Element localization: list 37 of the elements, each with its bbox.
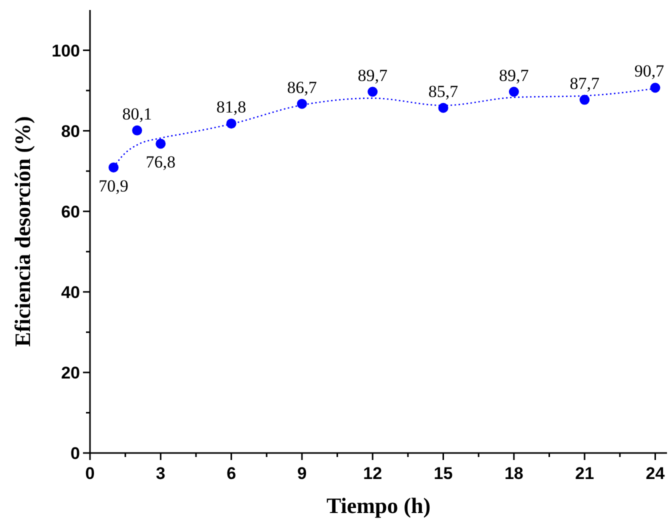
x-tick-label: 6 [226,464,236,483]
data-label: 87,7 [570,74,600,93]
y-tick-label: 0 [70,444,80,463]
data-label: 86,7 [287,78,318,97]
point [508,86,519,97]
point [156,138,166,149]
y-tick-label: 40 [61,282,80,302]
x-tick-label: 0 [85,464,95,483]
data-label: 80,1 [122,104,152,124]
point [368,86,378,97]
point [438,102,448,113]
x-tick-label: 12 [363,464,382,483]
data-label: 89,7 [499,66,530,85]
y-tick-label: 60 [61,202,80,222]
y-tick-label: 80 [61,122,80,141]
x-tick-label: 24 [646,464,666,483]
x-tick-label: 21 [575,464,594,483]
point [108,162,119,172]
point [650,82,660,93]
x-tick-label: 3 [156,464,166,483]
data-label: 89,7 [358,66,388,85]
x-tick-label: 9 [297,464,307,483]
point [226,118,236,129]
y-axis-title: Eficiencia desorción (%) [10,116,35,347]
data-label: 90,7 [634,62,665,81]
data-label: 76,8 [146,152,176,172]
y-tick-label: 100 [52,41,80,60]
point [132,125,142,136]
y-tick-label: 20 [61,363,80,382]
data-label: 85,7 [428,82,459,101]
x-tick-label: 18 [504,464,524,483]
data-label: 70,9 [98,176,128,196]
x-tick-label: 15 [434,464,453,483]
point [580,94,590,105]
point [296,98,307,109]
x-axis-title: Tiempo (h) [326,493,431,518]
data-label: 81,8 [216,98,246,117]
